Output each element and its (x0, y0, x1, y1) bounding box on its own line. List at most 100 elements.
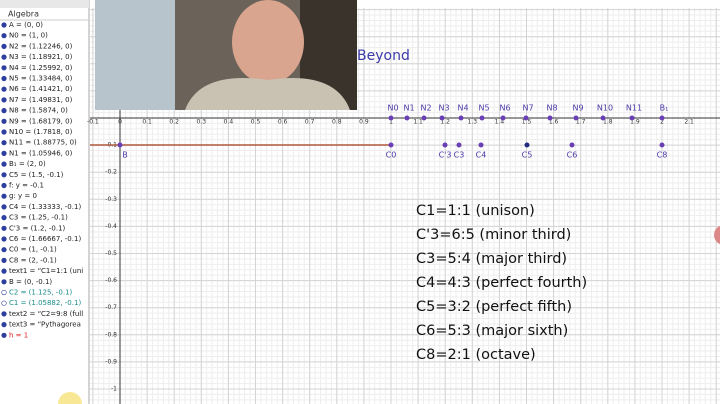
visibility-dot (1, 118, 7, 124)
point (439, 115, 445, 121)
text-box-line: C6=5:3 (major sixth) (416, 323, 568, 339)
algebra-item: C5 = (1.5, -0.1) (9, 171, 64, 179)
x-tick-label: 1.5 (522, 119, 532, 126)
algebra-panel (0, 0, 89, 404)
visibility-dot (1, 322, 7, 328)
text-box-line: C8=2:1 (octave) (416, 347, 536, 363)
visibility-dot (1, 289, 7, 296)
y-tick-label: -0.9 (105, 358, 117, 365)
point (479, 115, 485, 121)
x-tick-label: 0.1 (142, 119, 152, 126)
algebra-item: C3 = (1.25, -0.1) (9, 214, 68, 222)
algebra-item: text1 = “C1=1:1 (uni (9, 267, 83, 275)
y-tick-label: -0.6 (105, 277, 117, 284)
algebra-item: N0 = (1, 0) (9, 32, 48, 40)
y-tick-label: -0.5 (105, 250, 117, 257)
point (388, 115, 394, 121)
point-label: N3 (438, 104, 449, 113)
webcam-face (232, 0, 304, 84)
side-button[interactable] (714, 225, 720, 245)
visibility-dot (1, 172, 7, 178)
webcam-body (185, 78, 350, 110)
x-tick-label: 1.6 (549, 119, 559, 126)
x-tick-label: 0.2 (169, 119, 179, 126)
x-tick-label: 0 (118, 119, 122, 126)
algebra-item: g: y = 0 (9, 192, 37, 200)
algebra-item: C6 = (1.66667, -0.1) (9, 235, 81, 243)
y-tick-label: -0.3 (105, 196, 117, 203)
x-tick-label: 0.6 (278, 119, 288, 126)
visibility-dot (1, 247, 7, 253)
point-label: B₁ (660, 104, 669, 113)
x-tick-label: 0.9 (359, 119, 369, 126)
x-tick-label: 2.1 (684, 119, 694, 126)
visibility-dot (1, 150, 7, 156)
algebra-item: N11 = (1.88775, 0) (9, 139, 77, 147)
point-label: N9 (572, 104, 583, 113)
visibility-dot (1, 215, 7, 221)
algebra-item: C0 = (1, -0.1) (9, 246, 57, 254)
visibility-dot (1, 22, 7, 28)
algebra-item: N5 = (1.33484, 0) (9, 75, 73, 83)
panel-header: Algebra (8, 10, 39, 19)
point (442, 142, 448, 148)
point (523, 115, 529, 121)
x-tick-label: 1.2 (440, 119, 450, 126)
toolbar[interactable] (0, 0, 89, 8)
x-tick-label: 1.4 (495, 119, 505, 126)
x-tick-label: 1 (389, 119, 393, 126)
y-tick-label: -0.2 (105, 169, 117, 176)
x-tick-label: 1.3 (468, 119, 478, 126)
text-box-line: C1=1:1 (unison) (416, 203, 535, 219)
y-tick-label: -0.8 (105, 331, 117, 338)
point (388, 142, 394, 148)
algebra-item: text3 = “Pythagorea (9, 321, 81, 329)
visibility-dot (1, 54, 7, 60)
y-tick-label: -0.4 (105, 223, 117, 230)
webcam-window (95, 0, 175, 110)
algebra-item: N6 = (1.41421, 0) (9, 85, 73, 93)
point (404, 115, 410, 121)
point (117, 142, 123, 148)
point-label: C8 (657, 151, 668, 160)
point (600, 115, 606, 121)
y-tick-label: -0.7 (105, 304, 117, 311)
visibility-dot (1, 300, 7, 306)
visibility-dot (1, 65, 7, 71)
visibility-dot (1, 97, 7, 103)
point-label: N4 (457, 104, 468, 113)
text-box-line: C5=3:2 (perfect fifth) (416, 299, 572, 315)
visibility-dot (1, 140, 7, 146)
point-label: N11 (626, 104, 642, 113)
text-box: C1=1:1 (unison) C'3=6:5 (minor third) C3=5… (416, 203, 587, 363)
algebra-item: N4 = (1.25992, 0) (9, 64, 73, 72)
x-tick-label: 2 (660, 119, 664, 126)
x-tick-label: 0.4 (224, 119, 234, 126)
x-tick-label: 1.7 (576, 119, 586, 126)
visibility-dot (1, 236, 7, 242)
point-label: C3 (454, 151, 465, 160)
point (524, 142, 530, 148)
text-box-line: C'3=6:5 (minor third) (416, 227, 571, 243)
algebra-item: f: y = -0.1 (9, 182, 44, 190)
point-label: N2 (420, 104, 431, 113)
point (569, 142, 575, 148)
point-label: N8 (546, 104, 557, 113)
visibility-dot (1, 204, 7, 210)
y-tick-label: -1 (111, 386, 117, 393)
x-tick-label: 0.7 (305, 119, 315, 126)
point (458, 115, 464, 121)
algebra-item: text2 = “C2=9:8 (full (9, 310, 83, 318)
point (659, 142, 665, 148)
point-label: N10 (597, 104, 613, 113)
algebra-item: N10 = (1.7818, 0) (9, 128, 73, 136)
algebra-item: N9 = (1.68179, 0) (9, 117, 73, 125)
point (421, 115, 427, 121)
point (629, 115, 635, 121)
x-tick-label: 1.8 (603, 119, 613, 126)
algebra-item: N7 = (1.49831, 0) (9, 96, 73, 104)
point-label: N1 (403, 104, 414, 113)
point-label: B (122, 151, 128, 160)
x-tick-label: 1.9 (630, 119, 640, 126)
